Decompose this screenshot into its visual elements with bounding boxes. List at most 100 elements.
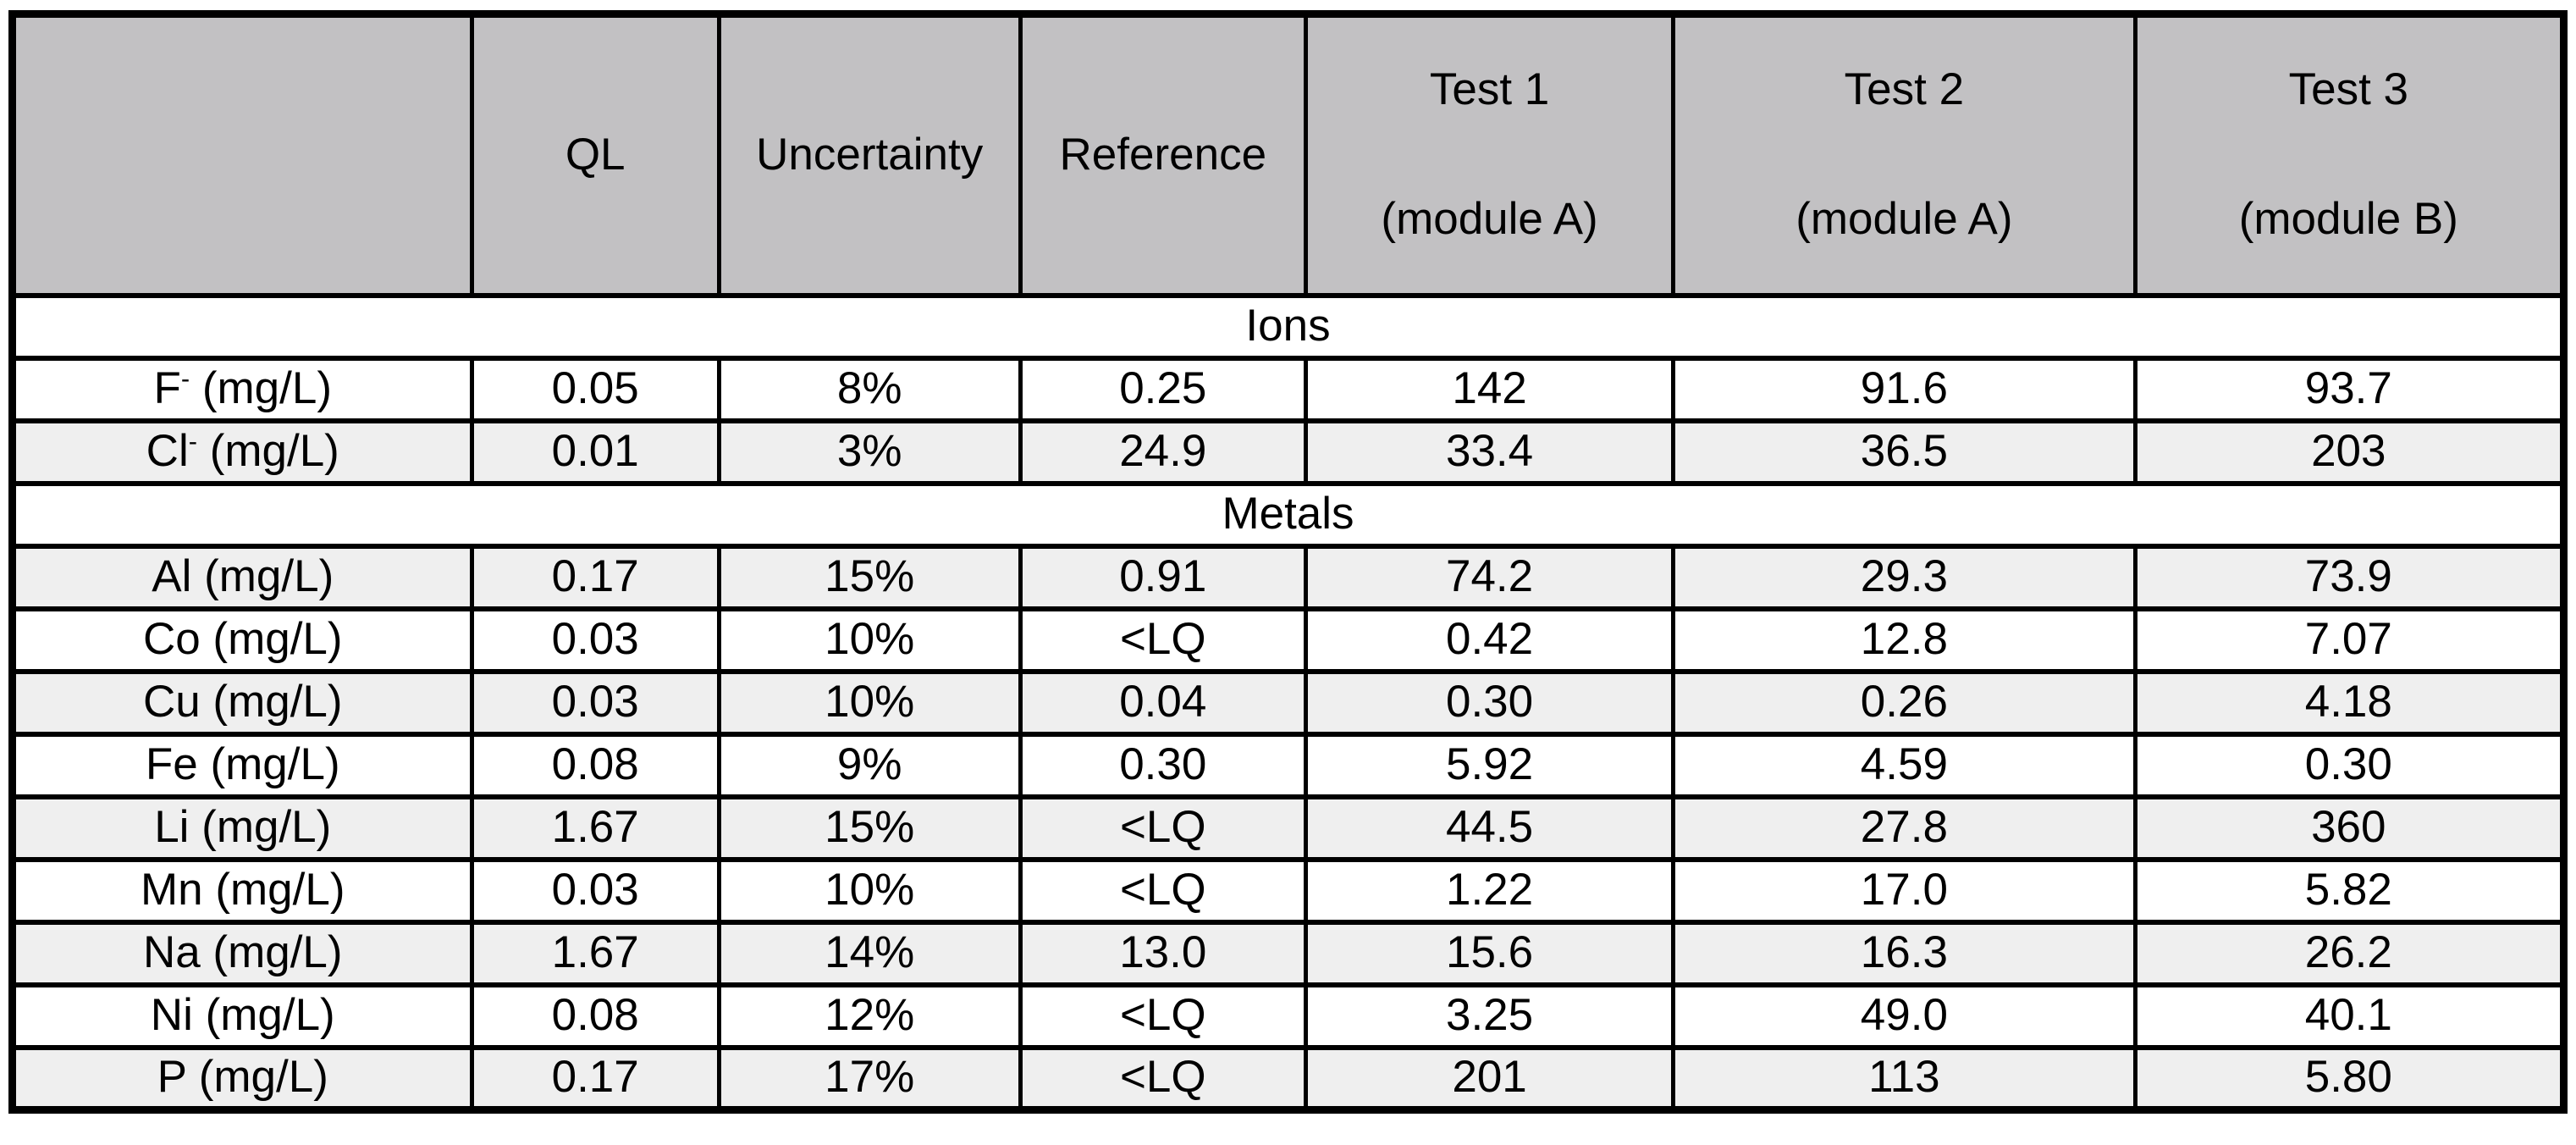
header-test1-module: (module A) [1381, 194, 1598, 245]
header-cell-empty [10, 11, 474, 298]
cell-reference: 0.91 [1018, 543, 1309, 611]
cell-reference: 24.9 [1018, 418, 1309, 486]
cell-analyte: Ni (mg/L) [10, 982, 474, 1050]
cell-analyte: Cu (mg/L) [10, 668, 474, 737]
cell-test1: 33.4 [1304, 418, 1676, 486]
header-cell-uncertainty: Uncertainty [716, 11, 1023, 298]
cell-test3: 7.07 [2132, 606, 2567, 674]
header-cell-test2: Test 2 (module A) [1671, 11, 2137, 298]
cell-analyte: Al (mg/L) [10, 543, 474, 611]
cell-ql: 0.17 [469, 1044, 721, 1113]
ion-charge: - [180, 363, 190, 394]
cell-test2: 36.5 [1671, 418, 2137, 486]
cell-test3: 5.82 [2132, 856, 2567, 925]
table-row-na: Na (mg/L) 1.67 14% 13.0 15.6 16.3 26.2 [10, 919, 2567, 987]
table-row-al: Al (mg/L) 0.17 15% 0.91 74.2 29.3 73.9 [10, 543, 2567, 611]
header-cell-test3: Test 3 (module B) [2132, 11, 2567, 298]
cell-test2: 29.3 [1671, 543, 2137, 611]
cell-ql: 0.03 [469, 856, 721, 925]
cell-test1: 0.30 [1304, 668, 1676, 737]
cell-ql: 0.08 [469, 982, 721, 1050]
cell-test3: 203 [2132, 418, 2567, 486]
header-test1-name: Test 1 [1429, 64, 1550, 115]
cell-test3: 93.7 [2132, 355, 2567, 423]
header-test2-module: (module A) [1795, 194, 2013, 245]
header-test3-name: Test 3 [2288, 64, 2408, 115]
cell-reference: <LQ [1018, 982, 1309, 1050]
cell-reference: 0.25 [1018, 355, 1309, 423]
cell-analyte: F- (mg/L) [10, 355, 474, 423]
cell-test3: 360 [2132, 794, 2567, 862]
section-header-row: Ions [10, 292, 2566, 361]
cell-test2: 4.59 [1671, 731, 2137, 799]
cell-uncertainty: 17% [716, 1044, 1023, 1113]
cell-uncertainty: 3% [716, 418, 1023, 486]
cell-reference: <LQ [1018, 1044, 1309, 1113]
cell-uncertainty: 14% [716, 919, 1023, 987]
table-row-f: F- (mg/L) 0.05 8% 0.25 142 91.6 93.7 [10, 355, 2567, 423]
cell-analyte: Li (mg/L) [10, 794, 474, 862]
header-cell-reference: Reference [1018, 11, 1309, 298]
section-header-row: Metals [10, 480, 2566, 549]
cell-ql: 0.03 [469, 668, 721, 737]
cell-test2: 12.8 [1671, 606, 2137, 674]
cell-test2: 49.0 [1671, 982, 2137, 1050]
header-cell-test1: Test 1 (module A) [1304, 11, 1676, 298]
cell-ql: 0.08 [469, 731, 721, 799]
section-title: Ions [10, 292, 2566, 361]
cell-uncertainty: 15% [716, 543, 1023, 611]
table-row-p: P (mg/L) 0.17 17% <LQ 201 113 5.80 [10, 1044, 2567, 1113]
cell-test3: 4.18 [2132, 668, 2567, 737]
cell-reference: <LQ [1018, 794, 1309, 862]
cell-ql: 1.67 [469, 794, 721, 862]
cell-uncertainty: 10% [716, 668, 1023, 737]
cell-test1: 5.92 [1304, 731, 1676, 799]
cell-test1: 44.5 [1304, 794, 1676, 862]
cell-test3: 73.9 [2132, 543, 2567, 611]
ion-charge: - [188, 426, 197, 456]
table-row-mn: Mn (mg/L) 0.03 10% <LQ 1.22 17.0 5.82 [10, 856, 2567, 925]
cell-uncertainty: 12% [716, 982, 1023, 1050]
cell-test1: 1.22 [1304, 856, 1676, 925]
cell-uncertainty: 8% [716, 355, 1023, 423]
cell-reference: 13.0 [1018, 919, 1309, 987]
header-cell-ql: QL [469, 11, 721, 298]
analysis-results-table: QL Uncertainty Reference Test 1 (module … [8, 10, 2568, 1114]
header-row: QL Uncertainty Reference Test 1 (module … [10, 11, 2567, 298]
cell-reference: <LQ [1018, 856, 1309, 925]
cell-test1: 142 [1304, 355, 1676, 423]
cell-test2: 17.0 [1671, 856, 2137, 925]
cell-test3: 5.80 [2132, 1044, 2567, 1113]
cell-ql: 1.67 [469, 919, 721, 987]
cell-analyte: Co (mg/L) [10, 606, 474, 674]
cell-test1: 201 [1304, 1044, 1676, 1113]
cell-uncertainty: 15% [716, 794, 1023, 862]
cell-test1: 74.2 [1304, 543, 1676, 611]
cell-test1: 15.6 [1304, 919, 1676, 987]
cell-analyte: Mn (mg/L) [10, 856, 474, 925]
cell-ql: 0.01 [469, 418, 721, 486]
table-row-li: Li (mg/L) 1.67 15% <LQ 44.5 27.8 360 [10, 794, 2567, 862]
table-row-fe: Fe (mg/L) 0.08 9% 0.30 5.92 4.59 0.30 [10, 731, 2567, 799]
table-row-co: Co (mg/L) 0.03 10% <LQ 0.42 12.8 7.07 [10, 606, 2567, 674]
cell-analyte: Na (mg/L) [10, 919, 474, 987]
cell-test2: 16.3 [1671, 919, 2137, 987]
cell-analyte: Cl- (mg/L) [10, 418, 474, 486]
cell-reference: 0.04 [1018, 668, 1309, 737]
cell-test1: 3.25 [1304, 982, 1676, 1050]
table-row-cu: Cu (mg/L) 0.03 10% 0.04 0.30 0.26 4.18 [10, 668, 2567, 737]
cell-test3: 26.2 [2132, 919, 2567, 987]
cell-test2: 91.6 [1671, 355, 2137, 423]
cell-analyte: P (mg/L) [10, 1044, 474, 1113]
cell-test3: 40.1 [2132, 982, 2567, 1050]
cell-reference: <LQ [1018, 606, 1309, 674]
header-test3-module: (module B) [2238, 194, 2458, 245]
header-test2-name: Test 2 [1844, 64, 1965, 115]
table-row-ni: Ni (mg/L) 0.08 12% <LQ 3.25 49.0 40.1 [10, 982, 2567, 1050]
cell-ql: 0.03 [469, 606, 721, 674]
section-title: Metals [10, 480, 2566, 549]
cell-reference: 0.30 [1018, 731, 1309, 799]
cell-ql: 0.05 [469, 355, 721, 423]
cell-uncertainty: 10% [716, 856, 1023, 925]
